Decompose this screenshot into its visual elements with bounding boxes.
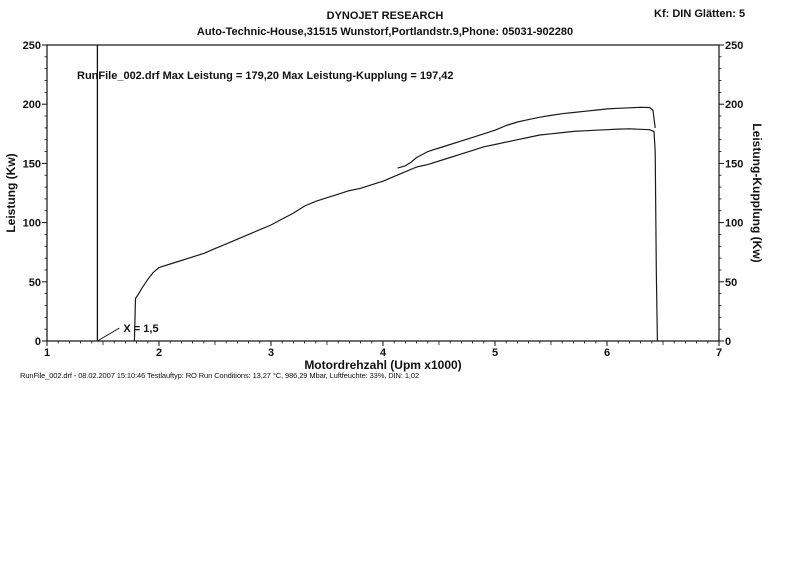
x-tick-label: 7 [716, 347, 722, 359]
y-tick-label-right: 200 [725, 99, 743, 111]
plot-frame [46, 44, 720, 342]
marker-label: X = 1,5 [123, 323, 158, 335]
x-tick-label: 6 [604, 347, 610, 359]
y-tick-label-right: 100 [725, 218, 743, 230]
series-line-2 [397, 106, 656, 169]
correction-info: Kf: DIN Glätten: 5 [654, 8, 746, 20]
x-axis-title: Motordrehzahl (Upm x1000) [304, 358, 461, 372]
series-line-1 [133, 128, 658, 342]
y-tick-label-right: 150 [725, 158, 743, 170]
y-tick-label-right: 50 [725, 277, 737, 289]
x-tick-label: 5 [492, 347, 498, 359]
x-tick-label: 3 [268, 347, 274, 359]
y-tick-label-right: 250 [725, 40, 743, 52]
y-tick-label-left: 200 [23, 99, 41, 111]
x-tick-label: 2 [156, 347, 162, 359]
plot-border [46, 44, 720, 342]
y-tick-label-left: 100 [23, 218, 41, 230]
chart-subtitle: Auto-Technic-House,31515 Wunstorf,Portla… [196, 26, 574, 38]
chart-title: DYNOJET RESEARCH [326, 10, 444, 22]
run-conditions-footer: RunFile_002.drf - 08.02.2007 15:10:46 Te… [20, 371, 420, 380]
y-axis-title-left: Leistung (Kw) [4, 153, 18, 232]
max-power-annotation: RunFile_002.drf Max Leistung = 179,20 Ma… [77, 70, 454, 82]
marker-leader [97, 327, 120, 342]
y-tick-label-right: 0 [725, 336, 731, 348]
y-tick-label-left: 0 [35, 336, 41, 348]
series-group [133, 106, 658, 342]
x-tick-label: 4 [380, 347, 387, 359]
y-tick-label-left: 50 [29, 277, 41, 289]
y-tick-label-left: 150 [23, 158, 41, 170]
x-tick-label: 1 [44, 347, 50, 359]
y-axis-title-right: Leistung-Kupplung (Kw) [750, 123, 764, 262]
y-tick-label-left: 250 [23, 40, 41, 52]
